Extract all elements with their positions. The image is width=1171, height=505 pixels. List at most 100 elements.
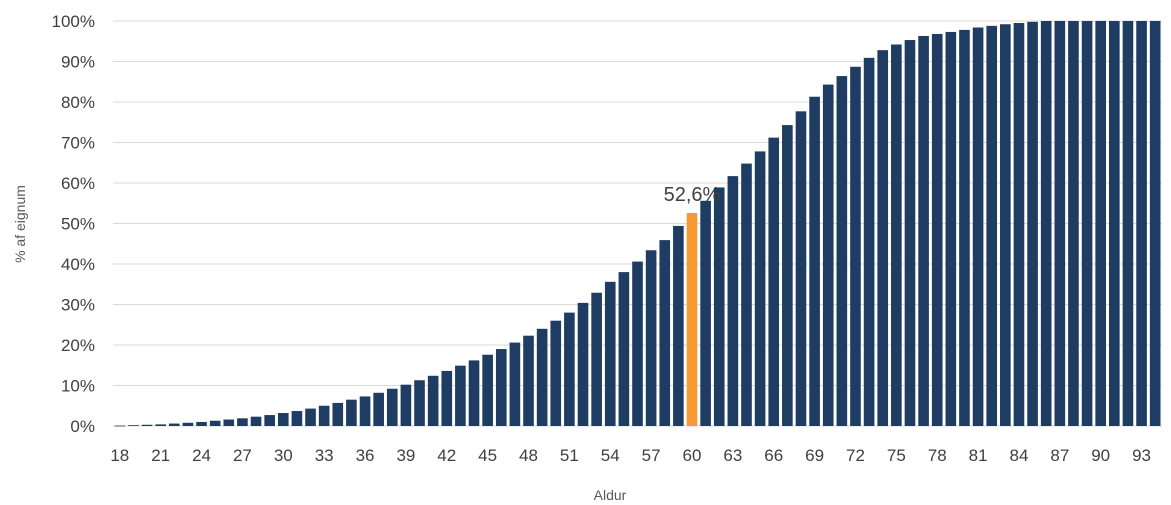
y-tick-label: 50% <box>61 215 95 234</box>
bars <box>114 21 1161 427</box>
y-tick-label: 0% <box>70 417 95 436</box>
bar <box>386 388 398 426</box>
y-tick-label: 70% <box>61 134 95 153</box>
bar <box>264 415 275 426</box>
bar <box>741 163 752 426</box>
bar <box>318 405 330 426</box>
bar <box>822 84 834 427</box>
x-tick-label: 24 <box>192 446 211 465</box>
bar <box>1013 23 1025 427</box>
y-tick-label: 40% <box>61 255 95 274</box>
bar <box>632 261 643 426</box>
bar <box>359 396 371 426</box>
bar <box>1081 21 1093 426</box>
bar <box>168 423 180 426</box>
x-tick-label: 18 <box>110 446 129 465</box>
x-tick-label: 81 <box>969 446 988 465</box>
x-tick-label: 48 <box>519 446 538 465</box>
x-tick-label: 54 <box>601 446 620 465</box>
x-tick-label: 90 <box>1091 446 1110 465</box>
y-tick-label: 80% <box>61 93 95 112</box>
bar <box>891 44 902 427</box>
bar <box>918 35 929 427</box>
bar <box>782 125 793 427</box>
bar <box>727 176 739 426</box>
x-tick-label: 51 <box>560 446 579 465</box>
bar <box>196 421 207 426</box>
bar <box>1000 24 1011 427</box>
bar <box>400 384 412 426</box>
bar <box>209 420 221 426</box>
bar <box>223 419 235 426</box>
x-tick-label: 84 <box>1009 446 1028 465</box>
bar <box>877 50 889 426</box>
x-tick-label: 39 <box>396 446 415 465</box>
bar <box>659 240 671 426</box>
bar <box>1040 21 1052 426</box>
bar <box>1149 21 1161 426</box>
bar <box>536 328 548 426</box>
bar <box>182 422 194 426</box>
bar <box>332 402 344 426</box>
x-tick-label: 75 <box>887 446 906 465</box>
bar <box>509 342 521 426</box>
bar <box>972 27 984 426</box>
y-tick-label: 20% <box>61 336 95 355</box>
bar <box>768 137 780 426</box>
bar <box>604 281 616 426</box>
bar <box>836 76 848 426</box>
bar <box>550 320 562 426</box>
x-tick-label: 72 <box>846 446 865 465</box>
bar <box>468 360 480 426</box>
bar <box>673 225 684 426</box>
bar <box>863 57 875 426</box>
y-axis-ticks: 0% 10% 20% 30% 40% 50% 60% 70% 80% 90% 100% <box>52 12 95 436</box>
bar <box>1136 21 1147 426</box>
x-tick-label: 87 <box>1050 446 1069 465</box>
bar <box>1054 21 1066 426</box>
x-axis-ticks: 18 21 24 27 30 33 36 39 42 45 48 51 54 57 60 63 66 69 72 75… <box>110 446 1151 465</box>
y-tick-label: 90% <box>61 53 95 72</box>
bar <box>237 418 248 426</box>
bar <box>1027 21 1038 427</box>
bar <box>904 40 916 426</box>
bar <box>850 66 861 426</box>
bar <box>645 250 657 426</box>
y-tick-label: 30% <box>61 296 95 315</box>
bar <box>455 365 466 426</box>
y-tick-label: 60% <box>61 174 95 193</box>
bar <box>414 380 425 426</box>
bar <box>754 151 766 426</box>
bar <box>931 33 943 427</box>
bar <box>959 29 970 426</box>
y-tick-label: 10% <box>61 377 95 396</box>
y-tick-label: 100% <box>52 12 95 31</box>
x-tick-label: 21 <box>151 446 170 465</box>
bar <box>155 424 166 426</box>
x-tick-label: 33 <box>315 446 334 465</box>
x-tick-label: 57 <box>642 446 661 465</box>
x-tick-label: 66 <box>764 446 783 465</box>
x-tick-label: 60 <box>683 446 702 465</box>
bar <box>577 302 589 426</box>
highlight-data-label: 52,6% <box>664 184 721 206</box>
bar <box>591 292 602 426</box>
bar <box>795 111 807 426</box>
x-tick-label: 63 <box>723 446 742 465</box>
bar <box>945 31 957 427</box>
bar <box>564 312 575 426</box>
x-tick-label: 27 <box>233 446 252 465</box>
bar <box>1122 21 1134 426</box>
bar <box>482 354 493 426</box>
bar <box>114 425 126 427</box>
bar <box>523 335 534 426</box>
bar <box>250 416 262 426</box>
bar <box>495 349 507 426</box>
bar <box>809 96 820 427</box>
x-axis-title: Aldur <box>594 487 627 503</box>
bar <box>1068 21 1079 426</box>
bar <box>346 399 357 426</box>
x-tick-label: 69 <box>805 446 824 465</box>
bar <box>441 370 453 426</box>
